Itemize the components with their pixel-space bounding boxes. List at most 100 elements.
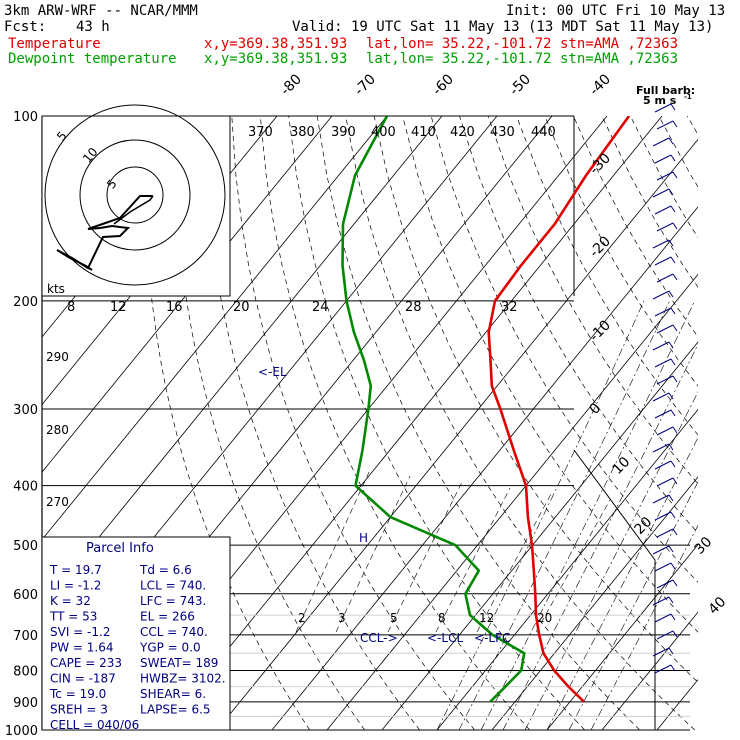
- wind-barb: [656, 273, 674, 283]
- pressure-tick-label: 600: [13, 588, 38, 603]
- mixing-ratio-label: 8: [438, 611, 446, 625]
- pressure-tick-label: 700: [13, 629, 38, 644]
- wind-barb: [656, 375, 674, 385]
- wind-barb: [652, 392, 670, 402]
- wind-barb: [670, 256, 676, 264]
- temperature-station: stn=AMA ,72363: [560, 36, 679, 52]
- temperature-latlon: lat,lon= 35.22,-101.72: [366, 36, 552, 52]
- hodograph-ring: [44, 104, 226, 286]
- ccl-marker: CCL->: [360, 631, 398, 645]
- parcel-info-title: Parcel Info: [86, 541, 154, 556]
- wind-barb: [670, 103, 676, 111]
- wind-barb: [652, 137, 670, 147]
- isotherm-line: [712, 116, 740, 730]
- speed-label: 20: [233, 300, 250, 315]
- wind-barb: [668, 494, 674, 502]
- parcel-stat: SVI = -1.2: [50, 625, 110, 639]
- dry-adiabat-line: [516, 116, 698, 436]
- hodograph-trace: [56, 195, 153, 271]
- wind-barb: [654, 256, 672, 266]
- theta-label: 430: [490, 125, 515, 140]
- wind-barb: [670, 307, 676, 315]
- theta-label: 390: [331, 125, 356, 140]
- mixing-ratio-label: 12: [479, 611, 494, 625]
- wind-barb: [668, 443, 674, 451]
- theta-label: 400: [371, 125, 396, 140]
- isotherm-line: [271, 206, 698, 730]
- theta-label: 420: [450, 125, 475, 140]
- wind-barb: [652, 494, 670, 504]
- dry-adiabat-line: [487, 116, 698, 485]
- parcel-stat: K = 32: [50, 594, 91, 608]
- wind-barb: [670, 205, 676, 213]
- isotherm-tick-label: -40: [587, 71, 614, 98]
- wind-barb: [656, 324, 674, 334]
- speed-label-kts: kts: [47, 282, 65, 296]
- theta-e-label: 270: [46, 495, 69, 509]
- dry-adiabat-line: [573, 116, 698, 338]
- speed-label: 24: [312, 300, 329, 315]
- parcel-stat: TT = 53: [49, 610, 97, 624]
- dry-adiabat-line: [716, 116, 740, 730]
- dry-adiabat-line: [629, 116, 698, 238]
- wind-barb: [672, 222, 678, 230]
- mixing-ratio-line: [295, 469, 371, 633]
- theta-label: 410: [411, 125, 436, 140]
- wind-barb: [670, 154, 676, 162]
- isotherm-line: [161, 116, 663, 730]
- mixing-ratio-line: [535, 499, 611, 633]
- wind-barb: [652, 239, 670, 249]
- speed-label: 12: [110, 300, 127, 315]
- wind-barb: [654, 460, 672, 470]
- speed-label: 8: [67, 300, 75, 315]
- dry-adiabat-line: [202, 116, 420, 730]
- forecast-label: Fcst:: [4, 19, 47, 35]
- theta-label: 440: [531, 125, 556, 140]
- pressure-tick-label: 400: [13, 480, 38, 495]
- wind-barb: [656, 477, 674, 487]
- isotherm-line: [381, 341, 698, 730]
- dewpoint-legend: Dewpoint temperature: [8, 51, 177, 67]
- parcel-stat: CELL = 040/06: [50, 718, 139, 732]
- temperature-trace: [487, 116, 631, 703]
- wind-barb: [654, 154, 672, 164]
- mixing-ratio-line: [387, 481, 463, 633]
- wind-barb: [652, 647, 670, 657]
- isotherm-line: [216, 138, 698, 730]
- wind-barb: [656, 222, 674, 232]
- wind-barb: [654, 562, 672, 572]
- isotherm-line: [656, 679, 698, 730]
- h-marker: H: [359, 531, 368, 545]
- wind-barb: [668, 239, 674, 247]
- wind-barb: [652, 188, 670, 198]
- valid-time: Valid: 19 UTC Sat 11 May 13 (13 MDT Sat …: [292, 19, 714, 35]
- dry-adiabat-line: [658, 116, 698, 188]
- wind-barb: [668, 341, 674, 349]
- wind-barb: [656, 171, 674, 181]
- isotherm-line: [601, 611, 698, 730]
- mixing-ratio-label: 3: [338, 611, 346, 625]
- temperature-legend: Temperature: [8, 36, 101, 52]
- wind-barb: [670, 511, 676, 519]
- parcel-stat: SHEAR= 6.: [140, 687, 206, 701]
- wind-barb: [652, 341, 670, 351]
- wind-barb: [652, 545, 670, 555]
- wind-barb: [672, 120, 678, 128]
- parcel-info-panel: [41, 536, 231, 731]
- theta-label: 380: [290, 125, 315, 140]
- pressure-tick-label: 500: [13, 539, 38, 554]
- wind-barb: [668, 137, 674, 145]
- isotherm-tick-label: -70: [352, 71, 379, 98]
- wind-barb: [668, 647, 674, 655]
- dry-adiabat-line: [686, 116, 698, 136]
- moist-adiabat-line: [458, 300, 670, 730]
- wind-barb: [672, 375, 678, 383]
- dry-adiabat-line: [345, 116, 695, 730]
- mixing-ratio-line: [476, 493, 552, 633]
- parcel-stat: EL = 266: [140, 610, 195, 624]
- forecast-hour: 43 h: [76, 19, 110, 35]
- init-time: Init: 00 UTC Fri 10 May 13: [506, 3, 726, 19]
- dry-adiabat-line: [174, 116, 365, 730]
- moist-adiabat-line: [436, 300, 645, 730]
